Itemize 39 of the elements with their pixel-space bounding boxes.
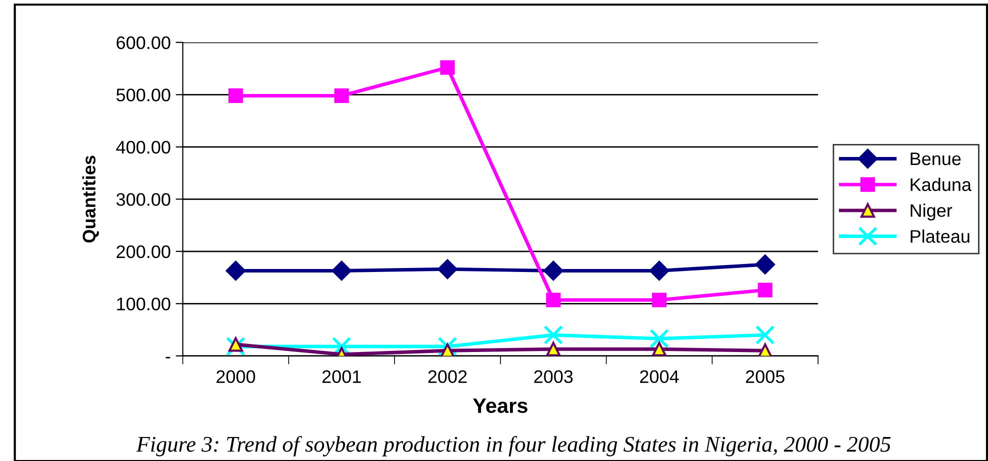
point — [228, 337, 244, 352]
caption: Figure 3: Trend of soybean production in four leading States in Nigeria, 2000 - 2005 — [136, 436, 891, 456]
point — [226, 260, 246, 281]
point — [650, 328, 669, 348]
point — [226, 336, 246, 356]
y-axis-title: Quantities — [82, 156, 99, 243]
y-tick-label: 300.00 — [116, 193, 170, 206]
y-tick-label: - — [166, 356, 170, 358]
y-tick-label: 500.00 — [116, 88, 170, 102]
point — [332, 260, 352, 281]
point — [438, 259, 458, 280]
y-tick-label: 100.00 — [117, 298, 170, 310]
x-tick-label: 2000 — [216, 370, 256, 384]
point — [649, 260, 670, 281]
legend-label: Plateau — [910, 230, 970, 243]
point — [440, 60, 455, 75]
x-tick-label: 2003 — [534, 370, 573, 384]
legend-label: Kaduna — [910, 178, 972, 192]
point — [544, 325, 564, 345]
x-tick-label: 2005 — [746, 370, 784, 384]
legend-label: Benue — [910, 152, 961, 166]
point — [546, 342, 561, 356]
x-tick-label: 2004 — [640, 370, 679, 384]
point — [334, 88, 349, 103]
point — [543, 260, 564, 281]
point — [652, 292, 667, 308]
y-tick-label: 400.00 — [116, 140, 170, 154]
legend-label: Niger — [910, 204, 952, 220]
point — [228, 88, 244, 103]
y-tick-label: 600.00 — [116, 36, 170, 50]
x-tick-label: 2001 — [322, 370, 361, 384]
point — [546, 292, 561, 308]
point — [758, 282, 772, 298]
point — [652, 342, 667, 356]
point — [755, 325, 775, 345]
x-tick-label: 2002 — [428, 370, 467, 384]
point — [755, 254, 776, 274]
y-tick-label: 200.00 — [116, 245, 170, 258]
x-axis-title: Years — [472, 398, 528, 414]
